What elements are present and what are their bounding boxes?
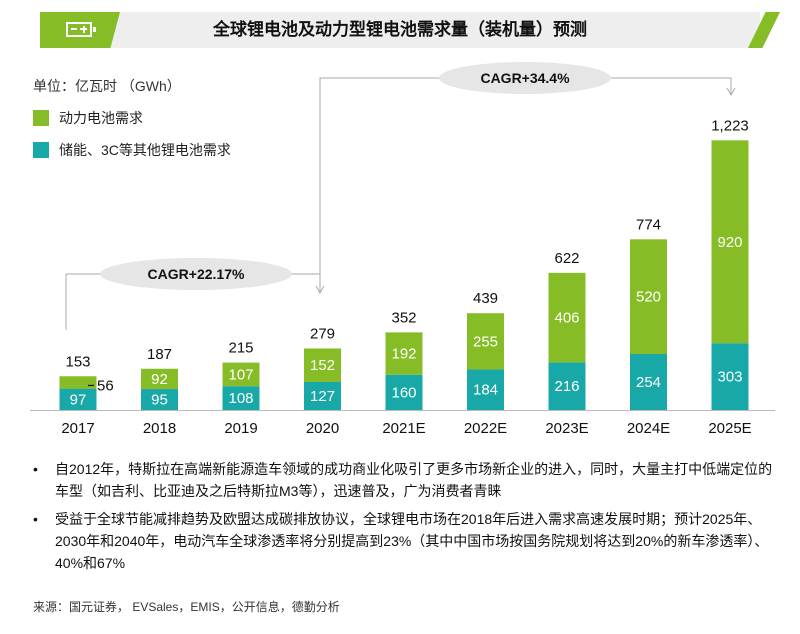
data-label-total: 279	[310, 325, 335, 342]
bar-segment-power	[222, 362, 260, 387]
cagr-arrow-icon	[726, 87, 736, 97]
data-label-total: 187	[147, 346, 172, 363]
bar-segment-power	[467, 313, 504, 370]
note-item: • 自2012年，特斯拉在高端新能源造车领域的成功商业化吸引了更多市场新企业的进…	[33, 458, 778, 502]
data-label-total: 622	[554, 250, 579, 267]
data-label-power: 255	[473, 333, 498, 350]
data-label-other: 95	[151, 392, 168, 409]
category-label: 2023E	[545, 420, 588, 437]
stacked-bar-chart: 97 56 153 2017 95 92 187 2018 108 107 215 2019 127 15…	[30, 62, 775, 437]
data-label-power: 107	[228, 366, 253, 383]
bar-segment-other	[222, 386, 260, 410]
bar-segment-power	[59, 376, 97, 389]
page-title: 全球锂电池及动力型锂电池需求量（装机量）预测	[213, 20, 587, 39]
cagr-label-ellipse	[439, 62, 611, 94]
cagr-bracket-line	[319, 77, 732, 293]
data-label-total: 1,223	[711, 117, 749, 134]
header-background	[40, 12, 760, 48]
category-label: 2021E	[382, 420, 425, 437]
bullet-icon: •	[33, 461, 38, 477]
data-label-total: 774	[636, 216, 661, 233]
cagr-label: CAGR+22.17%	[148, 266, 245, 282]
bar-segment-other	[304, 381, 341, 410]
legend-label-other: 储能、3C等其他锂电池需求	[59, 142, 231, 158]
note-text: 受益于全球节能减排趋势及欧盟达成碳排放协议，全球锂电市场在2018年后进入需求高…	[55, 511, 769, 571]
bar-segment-power	[711, 140, 749, 344]
data-label-power: 406	[554, 310, 579, 327]
data-label-other: 127	[310, 388, 335, 405]
battery-icon	[66, 22, 96, 37]
data-label-power: 520	[636, 289, 661, 306]
data-label-power: 152	[310, 357, 335, 374]
note-text: 自2012年，特斯拉在高端新能源造车领域的成功商业化吸引了更多市场新企业的进入，…	[55, 461, 773, 499]
legend-label-power: 动力电池需求	[59, 110, 143, 126]
cagr-label-ellipse	[100, 258, 292, 290]
data-label-other: 216	[554, 378, 579, 395]
unit-label: 单位：亿瓦时 （GWh）	[33, 78, 181, 94]
bar-segment-power	[141, 368, 178, 390]
data-label-power: 92	[151, 371, 168, 388]
source-note: 来源：国元证券， EVSales，EMIS，公开信息，德勤分析	[33, 600, 340, 614]
data-label-other: 303	[717, 369, 742, 386]
bar-segment-other	[711, 343, 749, 410]
data-label-power: 920	[717, 234, 742, 251]
category-label: 2024E	[627, 420, 670, 437]
header-accent-tab	[40, 12, 120, 48]
data-label-total: 439	[473, 290, 498, 307]
legend-swatch-power	[33, 110, 49, 126]
data-label-other: 108	[228, 390, 253, 407]
data-label-total: 352	[391, 309, 416, 326]
data-label-power: 56	[97, 377, 114, 394]
bar-segment-other	[385, 374, 423, 410]
bar-segment-power	[304, 348, 341, 382]
legend-swatch-other	[33, 142, 49, 158]
category-label: 2017	[61, 420, 94, 437]
bar-segment-power	[548, 272, 586, 363]
bar-segment-other	[59, 388, 97, 410]
data-label-other: 160	[391, 384, 416, 401]
note-item: • 受益于全球节能减排趋势及欧盟达成碳排放协议，全球锂电市场在2018年后进入需…	[33, 508, 778, 574]
data-label-other: 184	[473, 382, 498, 399]
bar-segment-other	[141, 389, 178, 410]
bullet-icon: •	[33, 511, 38, 527]
category-label: 2022E	[464, 420, 507, 437]
category-label: 2025E	[708, 420, 751, 437]
category-label: 2019	[224, 420, 257, 437]
data-label-total: 153	[65, 353, 90, 370]
data-label-other: 97	[70, 391, 87, 408]
legend-item-other: 储能、3C等其他锂电池需求	[33, 140, 231, 160]
data-label-power: 192	[391, 346, 416, 363]
bar-segment-power	[385, 332, 423, 375]
data-label-other: 254	[636, 374, 661, 391]
bar-segment-other	[630, 353, 667, 410]
legend-item-power: 动力电池需求	[33, 108, 143, 128]
bar-segment-power	[630, 239, 667, 354]
category-label: 2018	[143, 420, 176, 437]
cagr-label: CAGR+34.4%	[480, 70, 570, 86]
bar-segment-other	[548, 362, 586, 410]
bar-segment-other	[467, 369, 504, 410]
data-label-total: 215	[228, 340, 253, 357]
notes-list: • 自2012年，特斯拉在高端新能源造车领域的成功商业化吸引了更多市场新企业的进…	[33, 458, 778, 580]
category-label: 2020	[306, 420, 339, 437]
